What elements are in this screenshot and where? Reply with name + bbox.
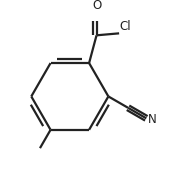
Text: O: O [92,0,101,12]
Text: Cl: Cl [120,20,132,33]
Text: N: N [148,113,157,126]
